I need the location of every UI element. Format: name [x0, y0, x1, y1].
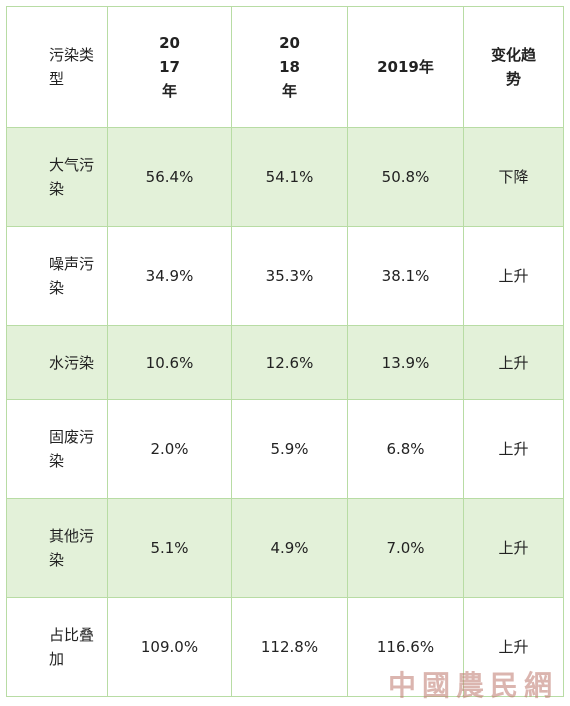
row-trend-cell: 上升 [463, 498, 564, 598]
row-trend-cell: 上升 [463, 399, 564, 499]
row-2018-cell: 12.6% [231, 325, 348, 400]
row-2018-cell: 112.8% [231, 597, 348, 697]
row-trend-cell: 上升 [463, 597, 564, 697]
table-row: 大气污染 56.4% 54.1% 50.8% 下降 [6, 127, 564, 227]
header-trend: 变化趋势 [463, 6, 564, 128]
header-2017: 2017年 [107, 6, 232, 128]
table-row: 噪声污染 34.9% 35.3% 38.1% 上升 [6, 226, 564, 326]
header-type: 污染类型 [6, 6, 108, 128]
row-2018-cell: 5.9% [231, 399, 348, 499]
row-2018-cell: 54.1% [231, 127, 348, 227]
row-2019-cell: 7.0% [347, 498, 464, 598]
row-2017-cell: 34.9% [107, 226, 232, 326]
row-type-cell: 占比叠加 [6, 597, 108, 697]
pollution-table: 污染类型 2017年 2018年 2019年 变化趋势 大气污染 56.4% 5… [6, 6, 564, 697]
row-2017-cell: 109.0% [107, 597, 232, 697]
row-2019-cell: 6.8% [347, 399, 464, 499]
row-trend-cell: 下降 [463, 127, 564, 227]
row-type-cell: 其他污染 [6, 498, 108, 598]
row-2017-cell: 10.6% [107, 325, 232, 400]
row-2018-cell: 35.3% [231, 226, 348, 326]
header-row: 污染类型 2017年 2018年 2019年 变化趋势 [6, 6, 564, 128]
row-2018-cell: 4.9% [231, 498, 348, 598]
site-watermark: 中國農民網 [387, 669, 558, 702]
row-type-cell: 固废污染 [6, 399, 108, 499]
header-2018: 2018年 [231, 6, 348, 128]
table-row: 固废污染 2.0% 5.9% 6.8% 上升 [6, 399, 564, 499]
table-row: 占比叠加 109.0% 112.8% 116.6% 上升 [6, 597, 564, 697]
row-trend-cell: 上升 [463, 226, 564, 326]
row-2017-cell: 2.0% [107, 399, 232, 499]
row-2017-cell: 56.4% [107, 127, 232, 227]
row-2017-cell: 5.1% [107, 498, 232, 598]
row-2019-cell: 13.9% [347, 325, 464, 400]
table-row: 其他污染 5.1% 4.9% 7.0% 上升 [6, 498, 564, 598]
row-2019-cell: 116.6% [347, 597, 464, 697]
row-2019-cell: 38.1% [347, 226, 464, 326]
row-type-cell: 水污染 [6, 325, 108, 400]
table-row: 水污染 10.6% 12.6% 13.9% 上升 [6, 325, 564, 400]
header-2019: 2019年 [347, 6, 464, 128]
row-2019-cell: 50.8% [347, 127, 464, 227]
row-type-cell: 大气污染 [6, 127, 108, 227]
row-trend-cell: 上升 [463, 325, 564, 400]
row-type-cell: 噪声污染 [6, 226, 108, 326]
